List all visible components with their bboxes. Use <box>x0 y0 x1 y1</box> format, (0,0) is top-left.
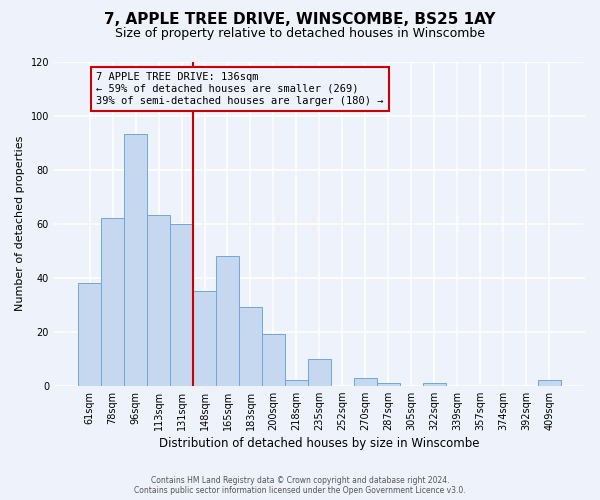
Bar <box>101 218 124 386</box>
Bar <box>262 334 285 386</box>
X-axis label: Distribution of detached houses by size in Winscombe: Distribution of detached houses by size … <box>159 437 480 450</box>
Bar <box>147 216 170 386</box>
Bar <box>377 383 400 386</box>
Bar <box>354 378 377 386</box>
Bar <box>308 358 331 386</box>
Bar <box>538 380 561 386</box>
Bar <box>239 308 262 386</box>
Text: Size of property relative to detached houses in Winscombe: Size of property relative to detached ho… <box>115 28 485 40</box>
Y-axis label: Number of detached properties: Number of detached properties <box>15 136 25 312</box>
Text: 7 APPLE TREE DRIVE: 136sqm
← 59% of detached houses are smaller (269)
39% of sem: 7 APPLE TREE DRIVE: 136sqm ← 59% of deta… <box>97 72 384 106</box>
Text: 7, APPLE TREE DRIVE, WINSCOMBE, BS25 1AY: 7, APPLE TREE DRIVE, WINSCOMBE, BS25 1AY <box>104 12 496 28</box>
Bar <box>124 134 147 386</box>
Bar <box>216 256 239 386</box>
Text: Contains HM Land Registry data © Crown copyright and database right 2024.
Contai: Contains HM Land Registry data © Crown c… <box>134 476 466 495</box>
Bar <box>78 283 101 386</box>
Bar <box>193 291 216 386</box>
Bar <box>423 383 446 386</box>
Bar <box>170 224 193 386</box>
Bar <box>285 380 308 386</box>
